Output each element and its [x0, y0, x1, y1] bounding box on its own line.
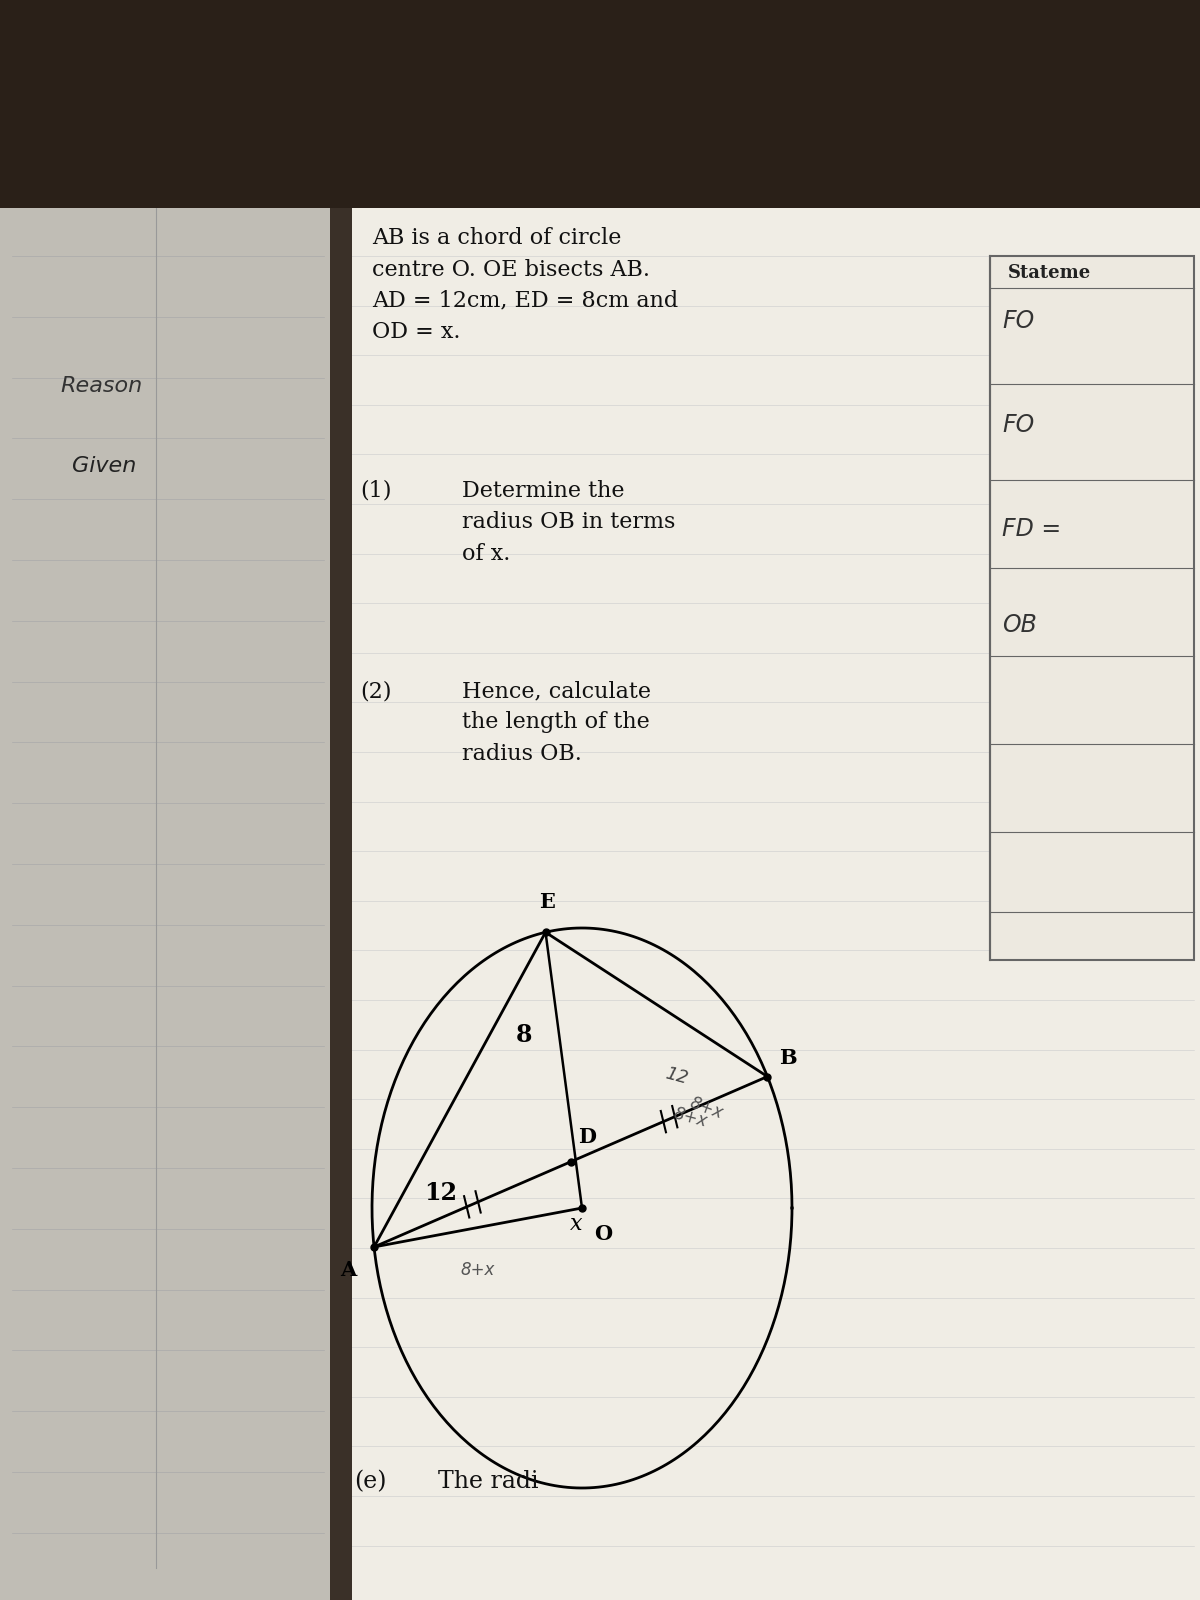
- Text: (2): (2): [360, 680, 391, 702]
- Text: Determine the
radius OB in terms
of x.: Determine the radius OB in terms of x.: [462, 480, 676, 565]
- Text: 8: 8: [516, 1024, 533, 1048]
- Text: A: A: [341, 1259, 356, 1280]
- Text: FO: FO: [1002, 413, 1034, 437]
- Text: O: O: [594, 1224, 612, 1245]
- Text: E: E: [540, 893, 556, 912]
- Bar: [336, 0, 1200, 1600]
- Bar: [330, 208, 352, 1600]
- Text: The radi: The radi: [438, 1470, 539, 1493]
- Text: B: B: [780, 1048, 797, 1067]
- Text: FO: FO: [1002, 309, 1034, 333]
- Bar: [0, 0, 1200, 208]
- Bar: [0, 0, 336, 1600]
- Text: AB is a chord of circle
centre O. OE bisects AB.
AD = 12cm, ED = 8cm and
OD = x.: AB is a chord of circle centre O. OE bis…: [372, 227, 678, 344]
- Text: 8+x: 8+x: [672, 1106, 709, 1131]
- Text: 8+x: 8+x: [686, 1094, 725, 1122]
- Text: Hence, calculate
the length of the
radius OB.: Hence, calculate the length of the radiu…: [462, 680, 650, 765]
- Text: x: x: [570, 1213, 583, 1235]
- Text: D: D: [578, 1126, 596, 1147]
- Text: (e): (e): [354, 1470, 386, 1493]
- Text: Reason: Reason: [60, 376, 143, 395]
- Text: 12: 12: [664, 1064, 690, 1088]
- Text: Stateme: Stateme: [1008, 264, 1091, 282]
- Text: OB: OB: [1002, 613, 1037, 637]
- Text: (1): (1): [360, 480, 391, 502]
- Bar: [990, 256, 1194, 960]
- Text: Given: Given: [72, 456, 137, 477]
- Text: 12: 12: [425, 1181, 457, 1205]
- Text: 8+x: 8+x: [460, 1261, 494, 1280]
- Text: FD =: FD =: [1002, 517, 1061, 541]
